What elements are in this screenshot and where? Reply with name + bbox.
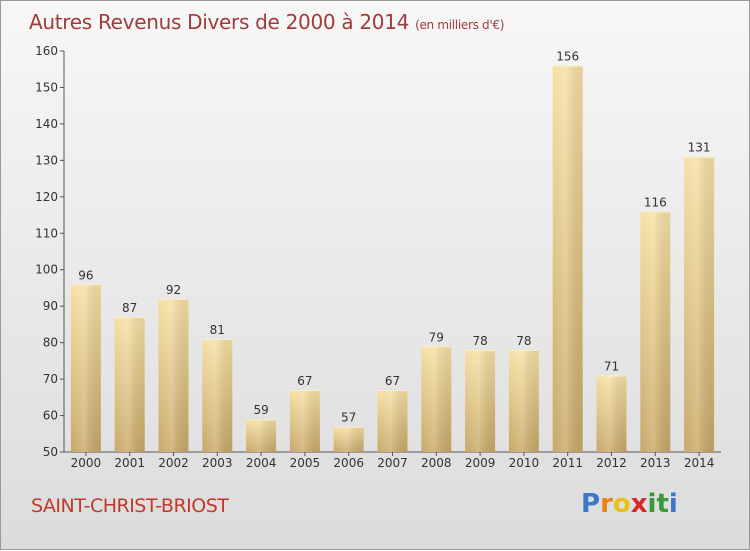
value-label: 96 xyxy=(78,268,93,282)
value-label: 87 xyxy=(122,301,137,315)
y-tick-label: 100 xyxy=(35,263,58,277)
logo-letter: t xyxy=(656,489,669,519)
value-label: 59 xyxy=(253,403,268,417)
x-tick-label: 2004 xyxy=(246,456,277,470)
value-label: 78 xyxy=(516,334,531,348)
value-label: 92 xyxy=(166,283,181,297)
y-tick-label: 60 xyxy=(43,409,58,423)
y-axis: 50 60 70 80 90 100 110 120 130 140 150 160 xyxy=(35,44,65,459)
bar-shine xyxy=(508,349,539,452)
bar-shine xyxy=(246,419,277,452)
x-tick-label: 2010 xyxy=(509,456,540,470)
value-label: 79 xyxy=(429,330,444,344)
x-tick-label: 2014 xyxy=(684,456,715,470)
value-label: 57 xyxy=(341,410,356,424)
y-tick-label: 160 xyxy=(35,44,58,58)
bar-shine xyxy=(596,375,627,452)
x-tick-label: 2001 xyxy=(114,456,145,470)
bar-shine xyxy=(465,349,496,452)
x-tick-label: 2003 xyxy=(202,456,233,470)
bar-shine xyxy=(377,390,408,452)
x-tick-label: 2002 xyxy=(158,456,189,470)
y-tick-label: 130 xyxy=(35,153,58,167)
y-tick-label: 150 xyxy=(35,80,58,94)
y-tick-label: 80 xyxy=(43,336,58,350)
bar-shine xyxy=(640,211,671,452)
chart-title: Autres Revenus Divers de 2000 à 2014 (en … xyxy=(29,10,504,34)
value-label: 131 xyxy=(688,141,711,155)
y-tick-label: 90 xyxy=(43,299,58,313)
x-tick-label: 2007 xyxy=(377,456,408,470)
bar-shine xyxy=(333,426,364,452)
bar-shine xyxy=(552,65,583,452)
x-axis: 2000 2001 2002 2003 2004 2005 2006 2007 2008 2009… xyxy=(64,451,721,470)
x-tick-label: 2006 xyxy=(333,456,364,470)
x-tick-label: 2013 xyxy=(640,456,671,470)
bars-group xyxy=(70,65,715,452)
bar-shine xyxy=(421,346,452,452)
y-tick-label: 140 xyxy=(35,117,58,131)
x-tick-label: 2005 xyxy=(290,456,321,470)
chart-title-text: Autres Revenus Divers de 2000 à 2014 xyxy=(29,10,410,34)
logo-letter: o xyxy=(612,489,631,519)
value-labels-group: 96 87 92 81 59 67 57 67 79 78 78 156 71 116 131 xyxy=(78,50,710,425)
y-tick-label: 70 xyxy=(43,372,58,386)
value-label: 67 xyxy=(297,374,312,388)
value-label: 78 xyxy=(472,334,487,348)
x-tick-label: 2009 xyxy=(465,456,496,470)
value-label: 81 xyxy=(210,323,225,337)
value-label: 156 xyxy=(556,50,579,64)
logo-letter: i xyxy=(647,489,657,519)
value-label: 71 xyxy=(604,359,619,373)
logo-letter: x xyxy=(630,489,648,519)
x-tick-label: 2000 xyxy=(71,456,102,470)
y-tick-label: 110 xyxy=(35,226,58,240)
logo-letter: i xyxy=(668,489,678,519)
x-tick-label: 2011 xyxy=(552,456,583,470)
bar-shine xyxy=(158,298,189,452)
bar-shine xyxy=(202,338,233,452)
commune-name: SAINT-CHRIST-BRIOST xyxy=(31,495,229,517)
x-tick-label: 2008 xyxy=(421,456,452,470)
y-tick-label: 50 xyxy=(43,445,58,459)
value-label: 67 xyxy=(385,374,400,388)
bar-shine xyxy=(289,390,320,452)
logo-letter: r xyxy=(600,489,613,519)
bar-shine xyxy=(114,317,145,452)
proxiti-logo: Proxiti xyxy=(581,489,678,519)
chart-unit: (en milliers d'€) xyxy=(415,18,505,32)
bar-shine xyxy=(70,284,101,452)
y-tick-label: 120 xyxy=(35,190,58,204)
x-tick-label: 2012 xyxy=(596,456,627,470)
logo-letter: P xyxy=(581,489,601,519)
value-label: 116 xyxy=(644,195,667,209)
bar-shine xyxy=(684,156,715,452)
